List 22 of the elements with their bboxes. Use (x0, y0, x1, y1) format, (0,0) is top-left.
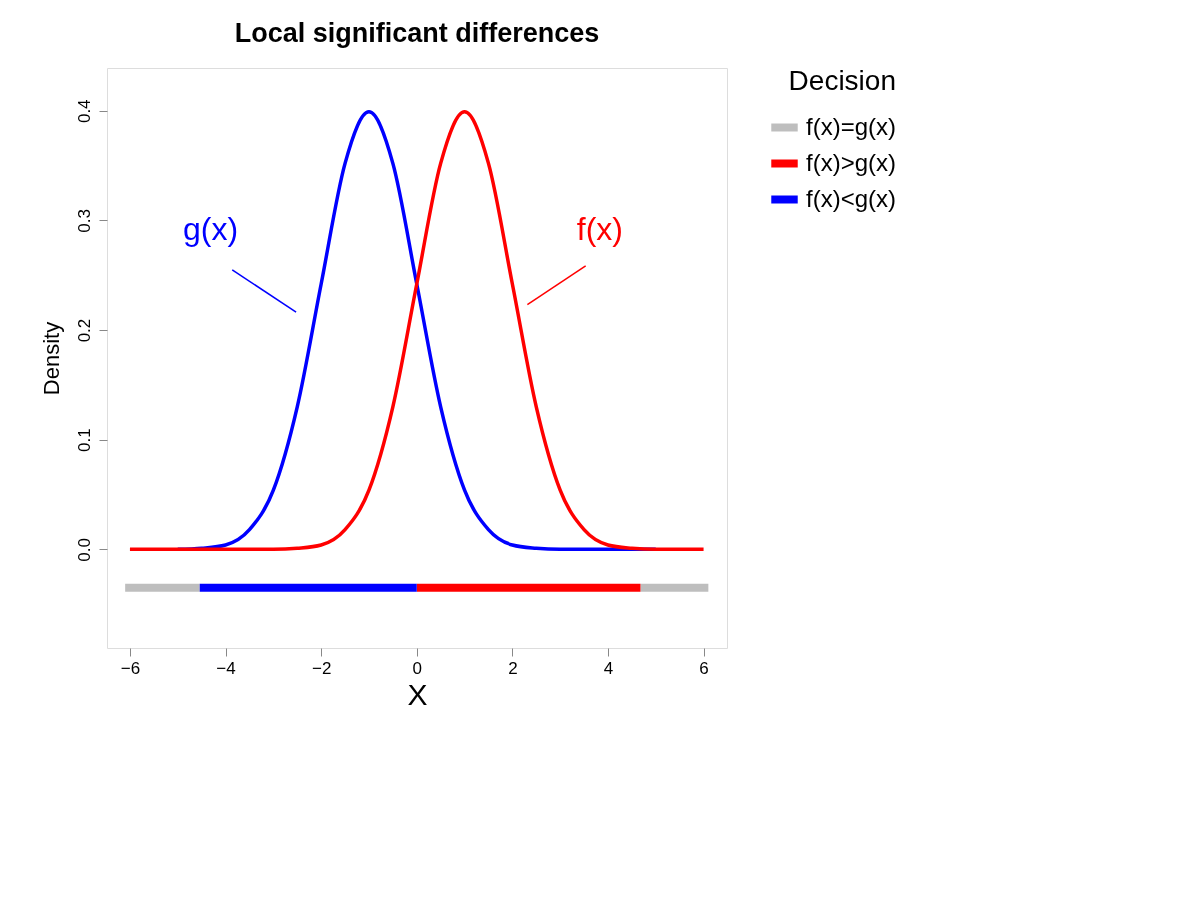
annotation: f(x) (576, 210, 623, 247)
x-tick-label: 2 (508, 658, 518, 678)
legend-label: f(x)<g(x) (806, 184, 896, 212)
annotation: g(x) (182, 210, 239, 247)
x-tick-label: −4 (216, 658, 236, 678)
x-tick-label: −2 (311, 658, 332, 678)
x-tick-label: 0 (412, 658, 422, 678)
x-axis-title: X (407, 677, 428, 711)
legend-title: Decision (788, 65, 896, 96)
y-tick-label: 0.0 (74, 538, 94, 562)
line-series (128, 110, 706, 552)
y-tick-label: 0.2 (74, 318, 94, 343)
x-tick-label: −6 (120, 658, 141, 678)
y-tick-label: 0.4 (74, 99, 94, 124)
y-tick-label: 0.3 (74, 209, 94, 233)
chart-title: Local significant differences (234, 18, 600, 48)
legend-label: f(x)=g(x) (806, 112, 896, 140)
x-tick-label: 4 (603, 658, 614, 678)
y-tick-label: 0.1 (74, 428, 94, 452)
x-tick-label: 6 (699, 658, 709, 678)
legend-label: f(x)>g(x) (806, 148, 896, 176)
y-axis-title: Density (38, 321, 64, 396)
